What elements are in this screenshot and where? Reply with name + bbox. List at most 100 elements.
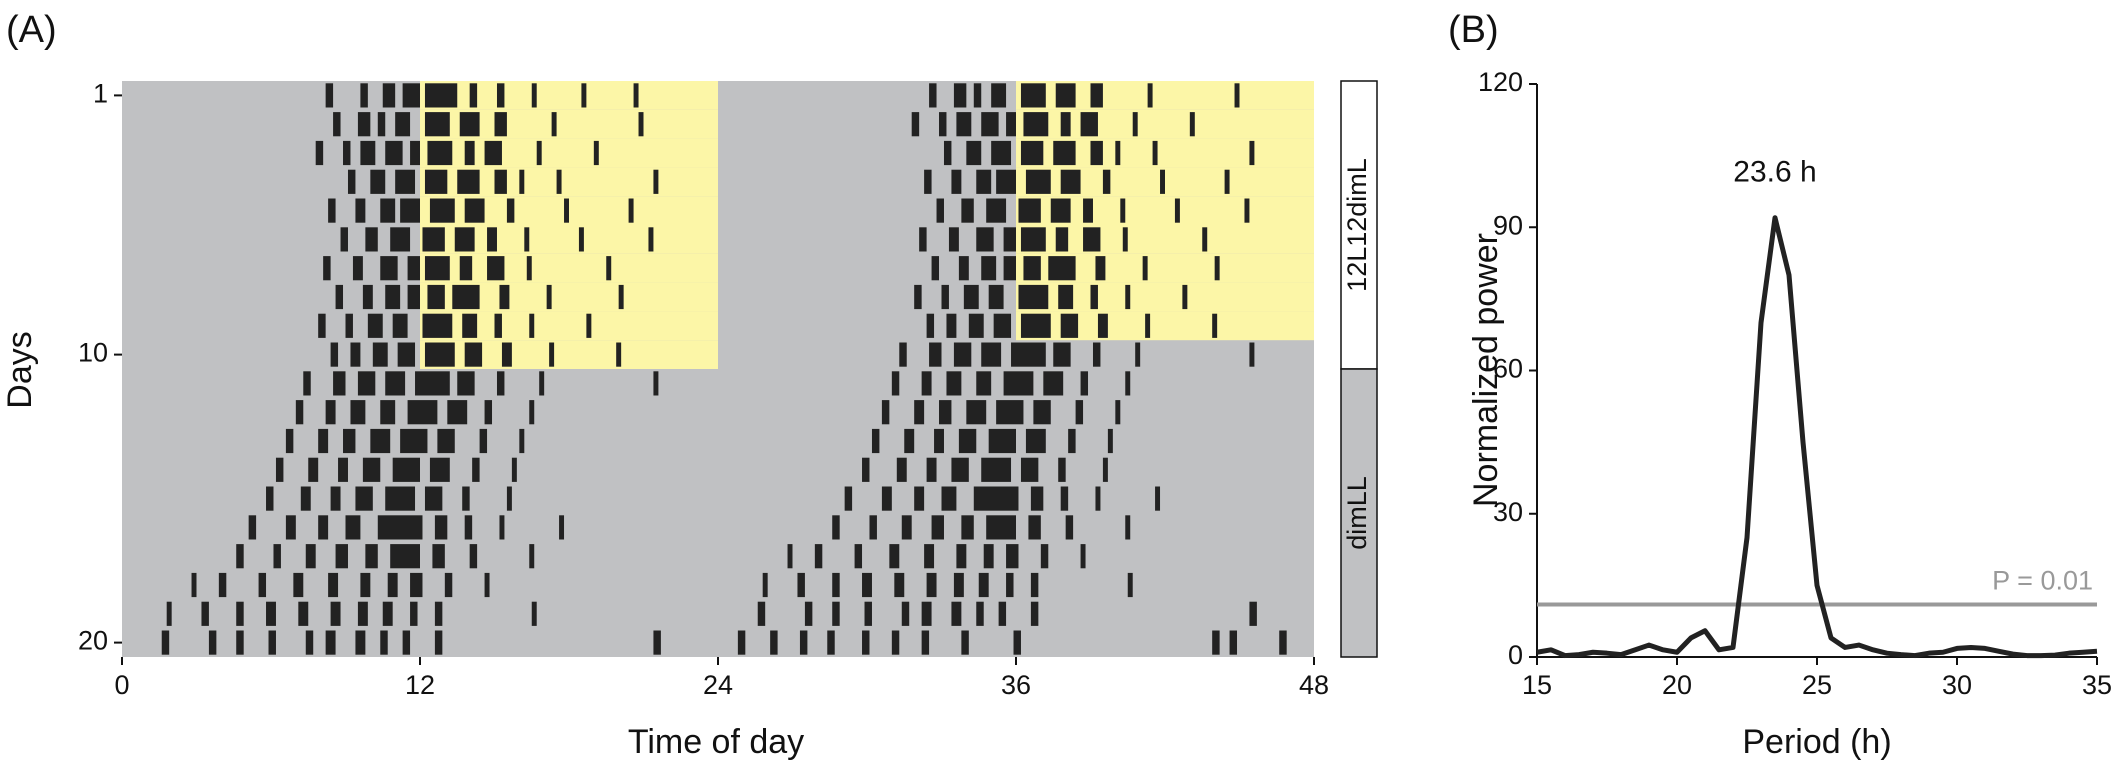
activity-bout: [618, 284, 624, 310]
activity-bout: [385, 486, 416, 511]
activity-bout: [345, 313, 353, 338]
y-axis-label: Days: [1, 331, 39, 408]
activity-bout: [305, 630, 314, 655]
activity-bout: [578, 227, 584, 252]
activity-bout: [862, 630, 870, 655]
activity-bout: [1060, 313, 1079, 338]
activity-bout: [871, 428, 880, 454]
activity-bout: [1122, 227, 1128, 252]
y-tick-label: 60: [1493, 354, 1523, 384]
activity-bout: [457, 371, 475, 396]
activity-bout: [236, 601, 244, 626]
activity-bout: [328, 198, 336, 223]
activity-bout: [1212, 313, 1218, 338]
activity-bout: [1003, 256, 1016, 281]
activity-bout: [422, 313, 453, 338]
activity-bout: [1020, 227, 1046, 252]
activity-bout: [208, 630, 217, 655]
activity-bout: [1182, 284, 1188, 310]
activity-bout: [275, 457, 284, 482]
activity-bout: [1095, 486, 1101, 511]
activity-bout: [318, 515, 329, 540]
activity-bout: [804, 601, 813, 626]
activity-bout: [380, 400, 396, 425]
activity-bout: [1060, 169, 1081, 194]
activity-bout: [1147, 83, 1153, 108]
activity-bout: [953, 572, 964, 598]
activity-bout: [951, 457, 969, 482]
activity-bout: [1023, 112, 1049, 137]
activity-bout: [454, 227, 475, 252]
activity-bout: [976, 601, 984, 626]
activity-bout: [953, 83, 967, 108]
activity-bout: [429, 198, 455, 223]
activity-bout: [387, 572, 398, 598]
activity-bout: [335, 544, 348, 569]
activity-bout: [236, 630, 244, 655]
activity-bout: [1013, 630, 1021, 655]
activity-bout: [1068, 428, 1076, 454]
activity-bout: [365, 544, 378, 569]
activity-bout: [981, 342, 1002, 367]
activity-bout: [469, 544, 478, 569]
activity-bout: [1142, 256, 1148, 281]
activity-bout: [295, 400, 304, 425]
activity-bout: [638, 112, 644, 137]
activity-bout: [921, 601, 932, 626]
activity-bout: [357, 371, 376, 396]
activity-bout: [996, 169, 1016, 194]
y-tick-label: 20: [78, 626, 108, 656]
y-tick-label: 10: [78, 338, 108, 368]
activity-bout: [996, 400, 1024, 425]
activity-bout: [325, 630, 336, 655]
activity-bout: [330, 486, 341, 511]
activity-bout: [340, 227, 348, 252]
y-tick-label: 120: [1478, 67, 1523, 97]
activity-bout: [1145, 313, 1151, 338]
activity-bout: [529, 400, 535, 425]
activity-bout: [1249, 601, 1257, 626]
activity-bout: [653, 371, 659, 396]
activity-bout: [1020, 140, 1044, 166]
activity-bout: [407, 400, 438, 425]
activity-bout: [385, 371, 406, 396]
activity-bout: [988, 428, 1016, 454]
activity-bout: [424, 256, 450, 281]
x-tick-label: 15: [1522, 670, 1552, 700]
activity-bout: [1229, 630, 1238, 655]
activity-bout: [350, 400, 366, 425]
activity-bout: [539, 371, 545, 396]
activity-bout: [293, 572, 304, 598]
activity-bout: [402, 83, 420, 108]
activity-bout: [464, 198, 485, 223]
activity-bout: [395, 169, 416, 194]
activity-bout: [191, 572, 197, 598]
activity-bout: [529, 544, 535, 569]
activity-bout: [380, 256, 398, 281]
activity-bout: [343, 140, 351, 166]
activity-bout: [606, 256, 612, 281]
activity-bout: [487, 256, 505, 281]
activity-bout: [201, 601, 209, 626]
activity-bout: [983, 544, 994, 569]
activity-bout: [1249, 140, 1255, 166]
y-tick-label: 1: [93, 79, 108, 109]
activity-bout: [355, 198, 366, 223]
activity-bout: [360, 140, 376, 166]
activity-bout: [904, 428, 915, 454]
activity-bout: [410, 572, 423, 598]
series-line: [1536, 215, 2098, 659]
activity-bout: [1095, 256, 1106, 281]
activity-bout: [914, 486, 925, 511]
activity-bout: [981, 112, 999, 137]
activity-bout: [653, 630, 661, 655]
activity-bout: [357, 112, 371, 137]
activity-bout: [479, 428, 488, 454]
activity-bout: [946, 313, 957, 338]
activity-bout: [400, 198, 420, 223]
activity-bout: [531, 601, 537, 626]
activity-bout: [1132, 112, 1138, 137]
activity-bout: [1040, 544, 1049, 569]
activity-bout: [1030, 486, 1044, 511]
activity-bout: [1020, 313, 1051, 338]
